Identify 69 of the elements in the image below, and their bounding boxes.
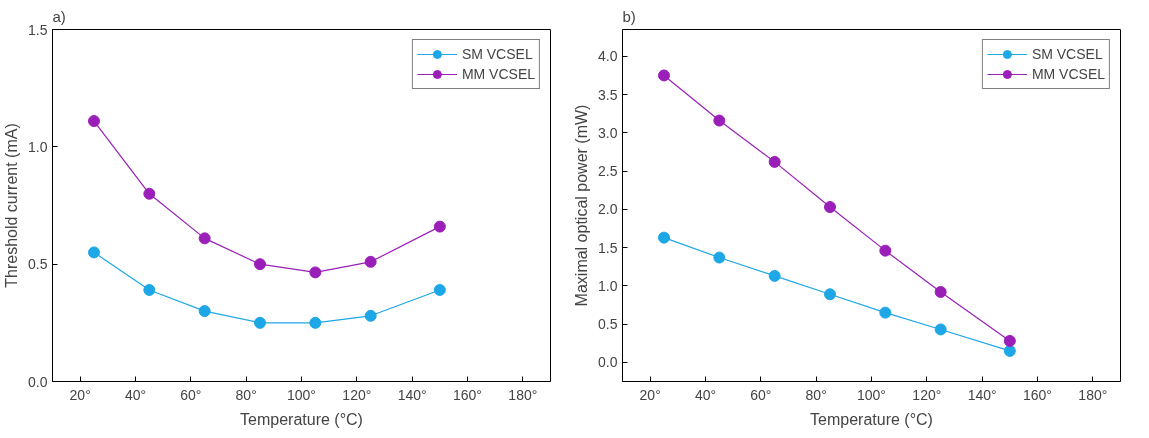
point	[768, 155, 781, 168]
x-tick-label: 60°	[750, 386, 772, 403]
y-tick-label: 2.0	[598, 201, 618, 218]
point	[879, 306, 892, 319]
x-tick-label: 100°	[287, 386, 316, 403]
point	[934, 323, 947, 336]
y-tick-label: 4.0	[598, 48, 618, 65]
point	[768, 269, 781, 282]
point	[658, 69, 670, 82]
y-axis-title: Maximal optical power (mW)	[573, 104, 591, 307]
y-tick-label: 1.5	[598, 239, 618, 256]
x-tick-label: 20°	[69, 386, 91, 403]
legend-label: MM VCSEL	[1031, 66, 1105, 82]
point	[934, 285, 947, 298]
x-tick-label: 100°	[857, 386, 886, 403]
point	[254, 258, 266, 271]
point	[364, 255, 377, 268]
legend-label: SM VCSEL	[1031, 46, 1103, 62]
x-tick-label: 40°	[694, 386, 717, 403]
point	[879, 244, 892, 257]
x-tick-label: 60°	[180, 386, 202, 403]
x-axis-title: Temperature (°C)	[810, 410, 933, 428]
x-tick-label: 120°	[342, 386, 372, 403]
x-tick-label: 80°	[235, 386, 257, 403]
point	[1003, 334, 1016, 347]
x-tick-label: 180°	[1078, 386, 1108, 403]
point	[824, 201, 836, 214]
point	[433, 220, 446, 233]
y-axis-title: Threshold current (mA)	[3, 123, 21, 288]
point	[364, 309, 377, 322]
y-tick-label: 1.5	[28, 21, 48, 38]
x-tick-label: 20°	[639, 386, 661, 403]
point	[1003, 344, 1016, 357]
point	[309, 266, 322, 279]
point	[88, 115, 100, 128]
point	[198, 305, 211, 318]
point	[198, 232, 211, 245]
legend-label: SM VCSEL	[461, 46, 533, 62]
x-tick-label: 160°	[1023, 386, 1052, 403]
x-tick-label: 120°	[912, 386, 942, 403]
chart-title: a)	[52, 7, 66, 25]
x-tick-label: 140°	[397, 386, 427, 403]
point	[143, 283, 156, 296]
x-axis-title: Temperature (°C)	[240, 410, 363, 428]
x-tick-label: 180°	[508, 386, 538, 403]
x-tick-label: 80°	[805, 386, 827, 403]
y-tick-label: 0.0	[598, 354, 618, 371]
point	[433, 283, 446, 296]
x-tick-label: 160°	[453, 386, 482, 403]
chart-title: b)	[622, 7, 636, 25]
y-tick-label: 3.5	[598, 86, 618, 103]
point	[713, 114, 726, 127]
point	[658, 231, 670, 244]
point	[713, 251, 726, 264]
y-tick-label: 1.0	[598, 277, 618, 294]
point	[309, 316, 322, 329]
point	[143, 187, 156, 200]
point	[824, 288, 836, 301]
x-tick-label: 140°	[967, 386, 997, 403]
y-tick-label: 0.0	[28, 373, 48, 390]
y-tick-label: 2.5	[598, 163, 618, 180]
y-tick-label: 0.5	[28, 256, 48, 273]
y-tick-label: 3.0	[598, 124, 618, 141]
y-tick-label: 0.5	[598, 316, 618, 333]
legend-label: MM VCSEL	[461, 66, 535, 82]
point	[88, 246, 100, 259]
y-tick-label: 1.0	[28, 138, 48, 155]
point	[254, 316, 266, 329]
x-tick-label: 40°	[124, 386, 147, 403]
